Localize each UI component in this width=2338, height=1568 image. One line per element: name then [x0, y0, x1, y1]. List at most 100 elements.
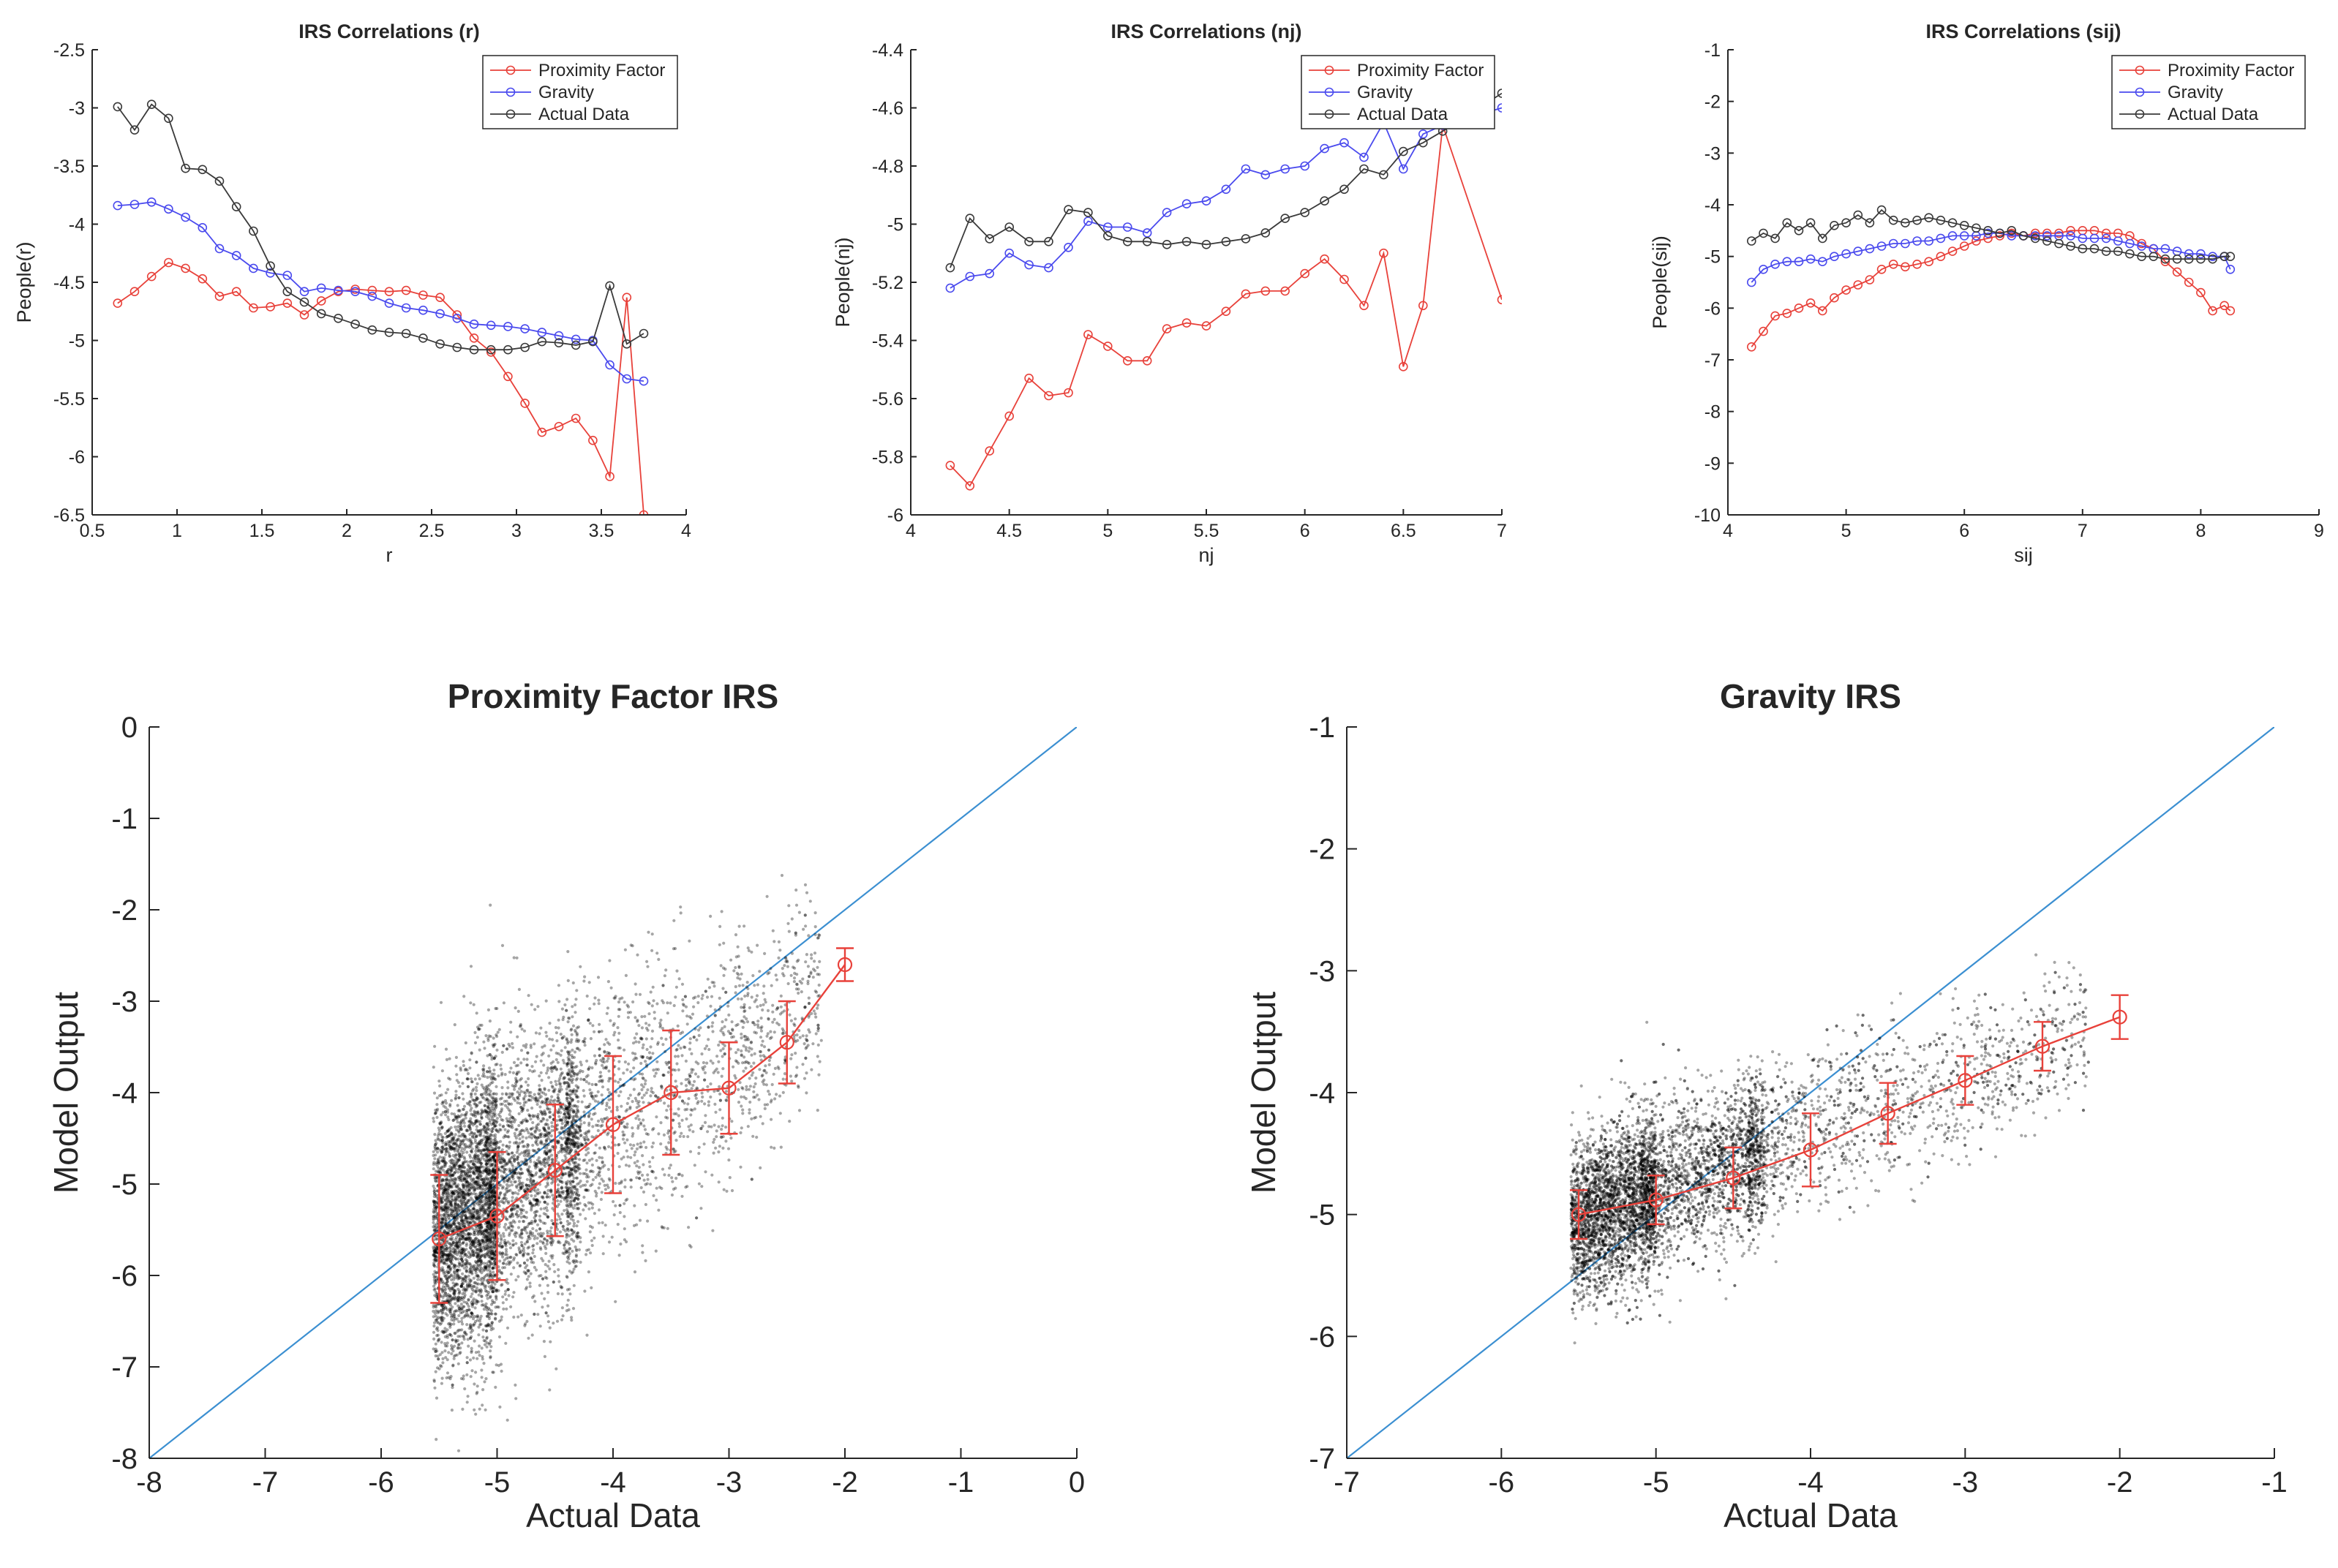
scatter-point [492, 1371, 495, 1374]
scatter-point [470, 1186, 474, 1190]
scatter-point [492, 1148, 495, 1152]
scatter-point [736, 1048, 740, 1052]
scatter-point [488, 1324, 492, 1327]
scatter-point [459, 1215, 463, 1218]
scatter-point [582, 1110, 586, 1114]
scatter-point [779, 994, 783, 998]
scatter-point [620, 1157, 623, 1161]
x-axis-label: sij [2014, 544, 2033, 566]
scatter-point [685, 1022, 689, 1026]
scatter-point [492, 1166, 495, 1170]
x-tick-label: 4 [681, 521, 691, 541]
scatter-point [626, 1016, 631, 1019]
scatter-point [794, 903, 799, 907]
y-tick-label: -4.4 [872, 40, 903, 61]
data-point [1024, 236, 1034, 246]
y-axis-label: People(r) [13, 241, 35, 323]
data-point [452, 313, 462, 323]
scatter-point [466, 1205, 470, 1209]
scatter-point [543, 1044, 546, 1048]
scatter-point [542, 1340, 546, 1343]
scatter-point [522, 1107, 525, 1110]
scatter-point [746, 1125, 750, 1128]
scatter-point [762, 992, 765, 995]
scatter-point [571, 1259, 575, 1263]
scatter-point [607, 1240, 612, 1244]
scatter-point [437, 1128, 441, 1132]
scatter-point [706, 1085, 710, 1088]
scatter-point [718, 1108, 722, 1112]
scatter-point [454, 1064, 458, 1068]
scatter-point [441, 1156, 445, 1160]
data-point [1794, 303, 1804, 313]
legend-label: Actual Data [1357, 105, 1448, 124]
scatter-point [590, 1226, 594, 1229]
scatter-point [503, 1170, 506, 1175]
scatter-point [492, 1174, 495, 1177]
chart-panel-nj: 4 4.5 5 5.5 6 6.5 7-4.4-4.6-4.8-5-5.2-5.4-5.6-… [832, 20, 1507, 566]
data-point [2113, 236, 2123, 246]
x-axis-label: r [386, 544, 393, 566]
scatter-point [511, 1295, 515, 1299]
scatter-point [767, 1017, 770, 1021]
scatter-point [503, 1134, 507, 1137]
scatter-point [567, 1127, 571, 1131]
scatter-point [691, 1012, 695, 1016]
scatter-point [562, 1107, 566, 1111]
scatter-point [437, 1367, 441, 1371]
scatter-point [486, 1292, 490, 1297]
scatter-point [565, 1303, 569, 1307]
scatter-point [566, 1112, 570, 1115]
data-point [282, 298, 293, 308]
data-point [1162, 208, 1172, 217]
data-point [1339, 137, 1349, 148]
scatter-point [549, 1226, 553, 1229]
scatter-point [633, 1161, 636, 1165]
scatter-point [504, 1228, 508, 1232]
scatter-point [636, 1018, 639, 1022]
scatter-point [443, 1330, 446, 1333]
scatter-point [719, 1049, 723, 1052]
scatter-point [541, 1305, 544, 1309]
scatter-point [440, 1311, 444, 1315]
data-point [1339, 274, 1349, 284]
data-point [1359, 301, 1369, 311]
scatter-point [477, 1333, 481, 1337]
scatter-point [509, 1305, 513, 1308]
scatter-point [631, 1041, 636, 1045]
scatter-point [489, 1226, 493, 1229]
scatter-point [659, 1142, 663, 1146]
scatter-point [468, 1245, 473, 1250]
scatter-point [493, 1114, 497, 1117]
scatter-point [463, 1124, 467, 1128]
data-point [486, 347, 496, 357]
scatter-point [734, 991, 737, 995]
scatter-point [463, 1134, 467, 1138]
scatter-point [522, 1251, 526, 1255]
scatter-point [500, 1086, 504, 1090]
scatter-point [651, 1141, 655, 1145]
scatter-point [432, 1337, 436, 1341]
scatter-point [530, 1070, 535, 1074]
scatter-point [555, 1123, 560, 1127]
scatter-point [709, 1004, 713, 1008]
scatter-point [638, 992, 642, 996]
scatter-point [476, 1229, 480, 1233]
data-point [1759, 228, 1768, 238]
scatter-point [673, 1068, 677, 1072]
scatter-point [576, 1131, 579, 1134]
scatter-point [435, 1294, 438, 1298]
scatter-point [478, 1257, 482, 1261]
scatter-point [573, 1185, 576, 1188]
scatter-point [474, 1351, 478, 1354]
scatter-point [465, 1243, 468, 1248]
scatter-point [605, 1065, 609, 1068]
scatter-point [517, 1220, 522, 1224]
scatter-point [507, 1189, 511, 1193]
scatter-point [478, 1407, 481, 1411]
scatter-point [683, 1101, 686, 1105]
scatter-point [680, 1082, 683, 1085]
scatter-point [565, 1256, 570, 1259]
scatter-point [521, 1181, 525, 1185]
scatter-point [558, 1230, 563, 1234]
